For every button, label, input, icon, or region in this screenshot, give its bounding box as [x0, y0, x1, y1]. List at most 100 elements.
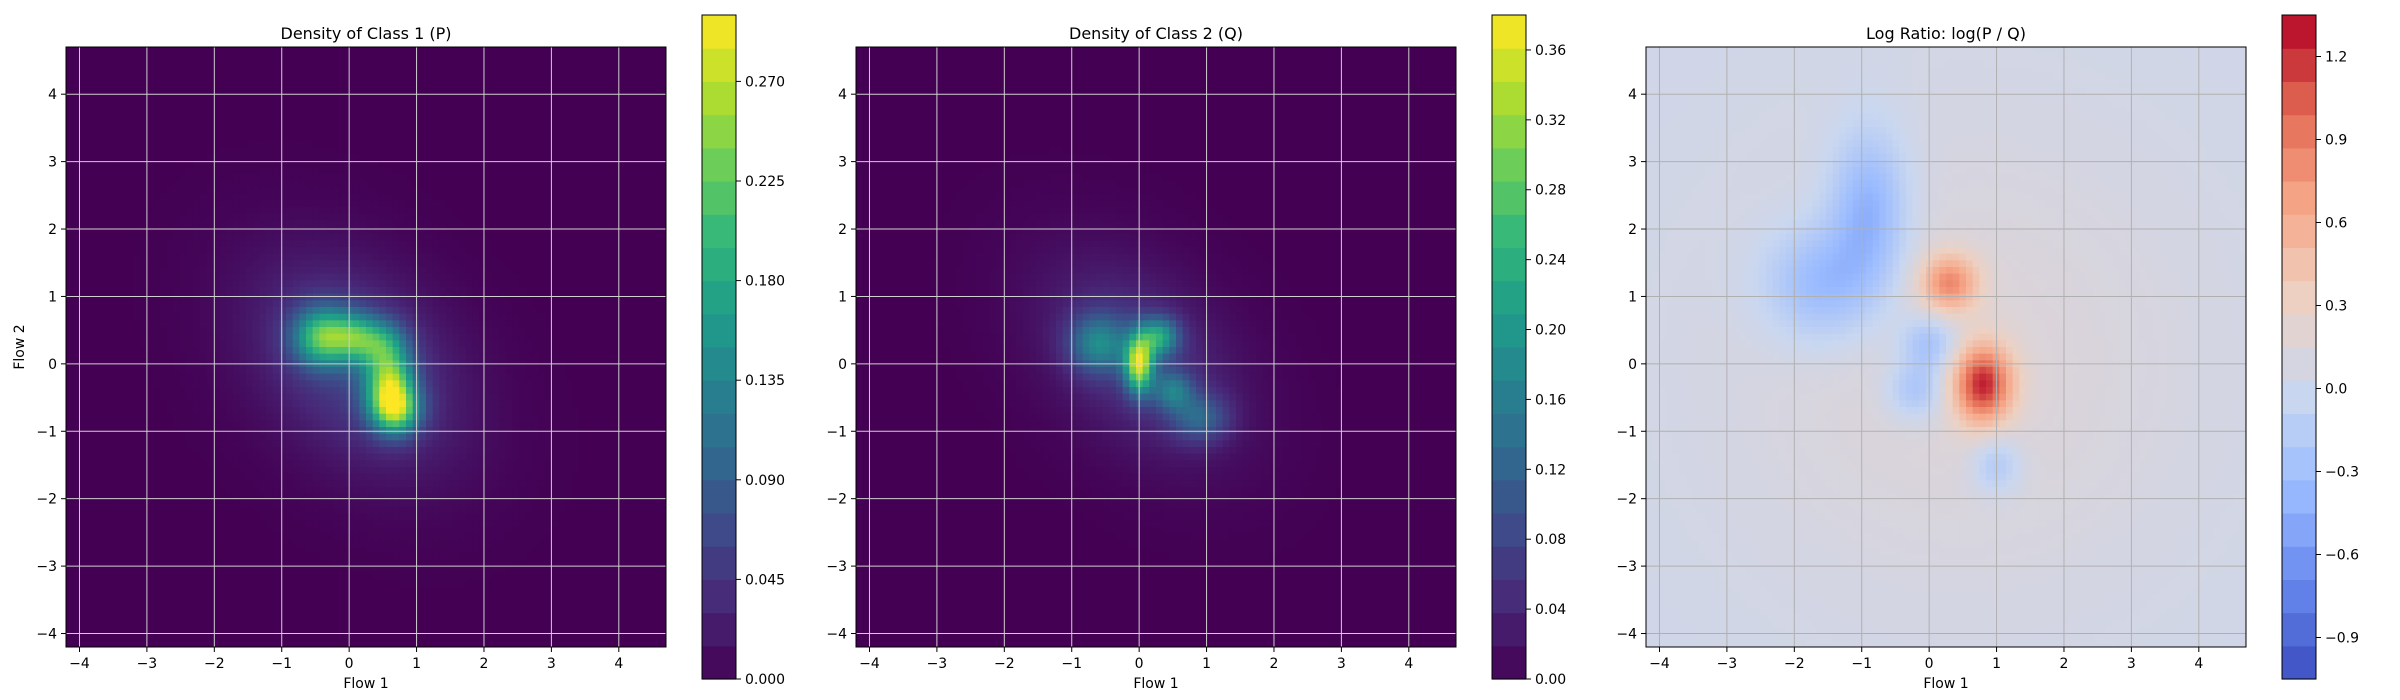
heatmap-cell	[306, 507, 314, 515]
heatmap-cell	[159, 73, 167, 81]
heatmap-cell	[199, 140, 207, 148]
heatmap-cell	[259, 467, 267, 475]
heatmap-cell	[106, 327, 114, 335]
heatmap-cell	[119, 187, 127, 195]
heatmap-cell	[279, 507, 287, 515]
heatmap-cell	[192, 73, 200, 81]
heatmap-cell	[332, 480, 340, 488]
heatmap-cell	[339, 513, 347, 521]
heatmap-cell	[252, 187, 260, 195]
heatmap-cell	[379, 120, 387, 128]
heatmap-cell	[139, 533, 147, 541]
heatmap-cell	[226, 573, 234, 581]
heatmap-cell	[306, 440, 314, 448]
heatmap-cell	[212, 60, 220, 68]
heatmap-cell	[239, 460, 247, 468]
heatmap-cell	[246, 533, 254, 541]
heatmap-cell	[79, 527, 87, 535]
heatmap-cell	[306, 333, 314, 341]
heatmap-cell	[112, 180, 120, 188]
heatmap-cell	[92, 413, 100, 421]
heatmap-cell	[106, 47, 114, 55]
heatmap-cell	[266, 340, 274, 348]
heatmap-cell	[179, 573, 187, 581]
heatmap-cell	[139, 587, 147, 595]
heatmap-cell	[186, 67, 194, 75]
heatmap-cell	[92, 593, 100, 601]
heatmap-cell	[246, 147, 254, 155]
heatmap-cell	[319, 193, 327, 201]
heatmap-cell	[239, 567, 247, 575]
heatmap-cell	[392, 600, 400, 608]
heatmap-cell	[79, 373, 87, 381]
heatmap-cell	[86, 133, 94, 141]
heatmap-cell	[126, 180, 134, 188]
heatmap-cell	[272, 307, 280, 315]
heatmap-cell	[286, 53, 294, 61]
heatmap-cell	[252, 593, 260, 601]
heatmap-cell	[232, 487, 240, 495]
heatmap-cell	[426, 520, 434, 528]
heatmap-cell	[246, 420, 254, 428]
heatmap-cell	[339, 127, 347, 135]
heatmap-cell	[192, 627, 200, 635]
heatmap-cell	[192, 507, 200, 515]
heatmap-cell	[192, 400, 200, 408]
heatmap-cell	[112, 213, 120, 221]
heatmap-cell	[179, 160, 187, 168]
heatmap-cell	[119, 93, 127, 101]
heatmap-cell	[146, 400, 154, 408]
heatmap-cell	[312, 140, 320, 148]
heatmap-cell	[152, 147, 160, 155]
heatmap-cell	[332, 547, 340, 555]
heatmap-cell	[172, 227, 180, 235]
heatmap-cell	[426, 440, 434, 448]
heatmap-cell	[66, 420, 74, 428]
heatmap-cell	[119, 507, 127, 515]
heatmap-cell	[386, 567, 394, 575]
heatmap-cell	[199, 193, 207, 201]
heatmap-cell	[92, 100, 100, 108]
heatmap-cell	[279, 247, 287, 255]
heatmap-cell	[232, 100, 240, 108]
heatmap-cell	[272, 213, 280, 221]
heatmap-cell	[146, 347, 154, 355]
heatmap-cell	[266, 487, 274, 495]
heatmap-cell	[432, 347, 440, 355]
heatmap-cell	[72, 113, 80, 121]
heatmap-cell	[352, 440, 360, 448]
heatmap-cell	[226, 120, 234, 128]
heatmap-cell	[279, 467, 287, 475]
heatmap-cell	[379, 347, 387, 355]
heatmap-cell	[172, 187, 180, 195]
heatmap-cell	[186, 587, 194, 595]
heatmap-cell	[339, 173, 347, 181]
heatmap-cell	[292, 120, 300, 128]
heatmap-cell	[226, 613, 234, 621]
heatmap-cell	[139, 293, 147, 301]
heatmap-cell	[399, 160, 407, 168]
heatmap-cell	[166, 533, 174, 541]
heatmap-cell	[326, 373, 334, 381]
heatmap-cell	[172, 173, 180, 181]
heatmap-cell	[259, 213, 267, 221]
heatmap-cell	[79, 520, 87, 528]
heatmap-cell	[79, 220, 87, 228]
heatmap-cell	[286, 100, 294, 108]
heatmap-cell	[279, 213, 287, 221]
heatmap-cell	[166, 560, 174, 568]
heatmap-cell	[186, 387, 194, 395]
heatmap-cell	[146, 393, 154, 401]
heatmap-cell	[399, 347, 407, 355]
heatmap-cell	[186, 573, 194, 581]
heatmap-cell	[379, 367, 387, 375]
heatmap-cell	[312, 227, 320, 235]
heatmap-cell	[206, 213, 214, 221]
heatmap-cell	[366, 327, 374, 335]
heatmap-cell	[259, 307, 267, 315]
heatmap-cell	[426, 447, 434, 455]
heatmap-cell	[366, 547, 374, 555]
heatmap-cell	[232, 153, 240, 161]
heatmap-cell	[226, 233, 234, 241]
heatmap-cell	[332, 327, 340, 335]
